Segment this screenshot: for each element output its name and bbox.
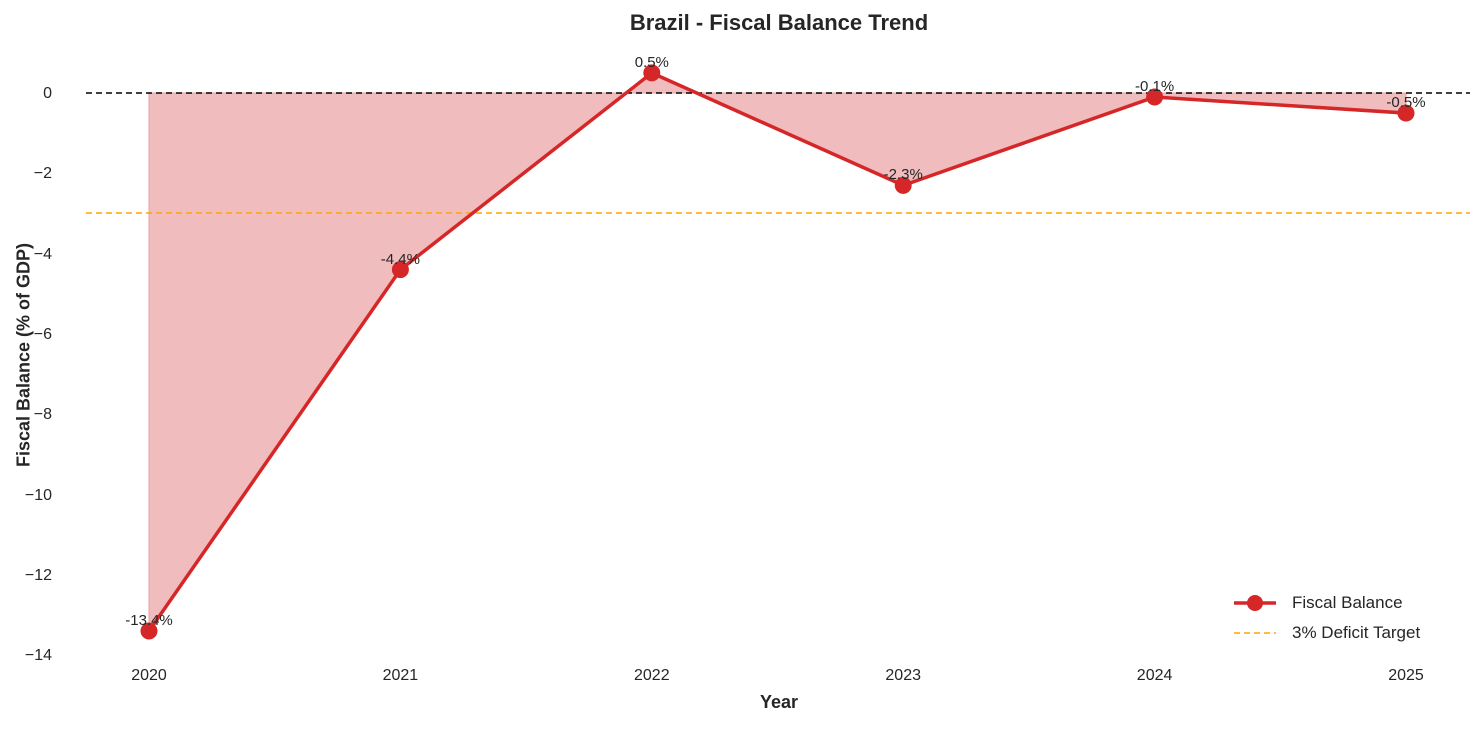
x-tick-label: 2021 bbox=[382, 667, 419, 684]
data-point-marker bbox=[1146, 88, 1164, 106]
data-value-label: -13.4% bbox=[125, 612, 173, 629]
data-point-marker bbox=[894, 176, 912, 194]
deficit-fill-area bbox=[148, 72, 1407, 633]
data-value-label: -4.4% bbox=[380, 250, 420, 268]
y-tick-label: −8 bbox=[33, 406, 52, 424]
x-tick-label: 2020 bbox=[131, 667, 167, 684]
data-point-marker bbox=[391, 261, 409, 279]
legend: Fiscal Balance 3% Deficit Target bbox=[1232, 588, 1420, 648]
y-axis-label: Fiscal Balance (% of GDP) bbox=[13, 242, 34, 468]
x-tick-label: 2024 bbox=[1136, 667, 1173, 684]
x-tick-label: 2022 bbox=[634, 667, 670, 684]
fiscal-balance-line bbox=[147, 70, 1407, 633]
data-value-label: -2.3% bbox=[883, 166, 923, 184]
data-value-label: 0.5% bbox=[634, 53, 669, 71]
y-tick-label: −2 bbox=[33, 165, 52, 183]
data-value-label: -0.1% bbox=[1135, 78, 1175, 95]
data-value-label: -0.5% bbox=[1386, 94, 1426, 112]
legend-item-fiscal-balance: Fiscal Balance bbox=[1232, 588, 1420, 618]
y-tick-label: −4 bbox=[33, 245, 52, 263]
y-tick-label: 0 bbox=[43, 85, 52, 102]
y-tick-label: −12 bbox=[24, 566, 52, 584]
data-point-marker bbox=[140, 622, 158, 640]
fiscal-balance-markers bbox=[140, 64, 1415, 640]
data-point-marker bbox=[643, 64, 661, 82]
dashed-line-icon bbox=[1234, 632, 1276, 634]
y-tick-label: −10 bbox=[24, 486, 52, 504]
chart-title: Brazil - Fiscal Balance Trend bbox=[629, 10, 929, 35]
x-tick-label: 2025 bbox=[1388, 667, 1424, 684]
legend-item-deficit-target: 3% Deficit Target bbox=[1232, 618, 1420, 648]
line-marker-icon bbox=[1234, 595, 1276, 611]
y-tick-label: −6 bbox=[33, 325, 52, 343]
y-tick-label: −14 bbox=[24, 647, 52, 665]
x-axis-label: Year bbox=[759, 692, 799, 712]
x-tick-label: 2023 bbox=[885, 667, 921, 684]
legend-label: Fiscal Balance bbox=[1292, 593, 1403, 612]
legend-label: 3% Deficit Target bbox=[1292, 623, 1421, 642]
data-point-marker bbox=[1397, 104, 1415, 122]
